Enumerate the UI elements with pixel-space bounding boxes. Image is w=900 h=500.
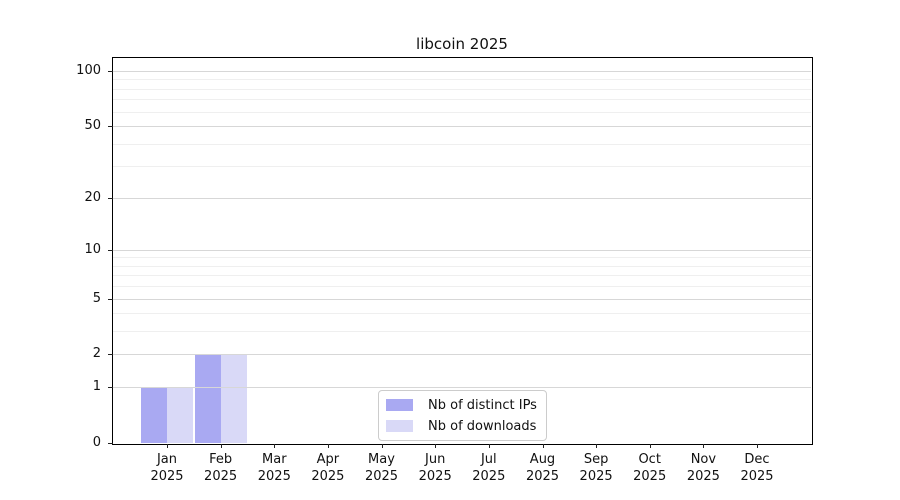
minor-gridline <box>113 166 811 168</box>
x-tick-year: 2025 <box>418 469 452 484</box>
y-tick-mark <box>108 443 113 444</box>
x-tick-year: 2025 <box>633 469 667 484</box>
major-gridline <box>113 70 811 72</box>
legend-item: Nb of downloads <box>386 417 537 435</box>
x-tick-month: Sep <box>583 452 609 467</box>
legend-label: Nb of downloads <box>428 418 537 434</box>
x-tick-label: Jan 2025 <box>137 451 197 485</box>
x-tick-mark <box>220 444 222 448</box>
major-gridline <box>113 249 811 251</box>
minor-gridline <box>113 111 811 113</box>
x-tick-mark <box>435 444 437 448</box>
x-tick-year: 2025 <box>686 469 720 484</box>
x-tick-month: May <box>368 452 395 467</box>
x-tick-label: Nov 2025 <box>673 451 733 485</box>
legend-item: Nb of distinct IPs <box>386 396 537 414</box>
y-tick-label: 50 <box>84 118 101 133</box>
x-tick-label: Sep 2025 <box>566 451 626 485</box>
y-tick-label: 5 <box>92 290 101 306</box>
x-tick-month: Oct <box>638 452 661 467</box>
y-tick-label: 20 <box>84 189 101 205</box>
x-tick-month: Jun <box>425 452 446 467</box>
x-tick-month: Dec <box>744 452 770 467</box>
y-tick-mark <box>108 70 113 72</box>
minor-gridline <box>113 79 811 81</box>
x-tick-mark <box>167 444 168 448</box>
x-tick-label: May 2025 <box>352 451 412 485</box>
minor-gridline <box>113 286 811 288</box>
x-tick-label: Mar 2025 <box>244 451 304 485</box>
x-tick-label: Feb 2025 <box>191 451 251 485</box>
x-tick-month: Aug <box>529 452 556 467</box>
x-tick-year: 2025 <box>740 469 774 484</box>
x-tick-label: Apr 2025 <box>298 451 358 485</box>
major-gridline <box>113 387 811 389</box>
bar-downloads <box>167 387 193 443</box>
major-gridline <box>113 197 811 199</box>
legend-label: Nb of distinct IPs <box>428 397 537 413</box>
x-tick-month: Apr <box>316 452 340 467</box>
y-tick-label: 1 <box>92 379 101 395</box>
y-tick-label: 0 <box>92 435 101 450</box>
x-tick-label: Aug 2025 <box>513 451 573 485</box>
x-tick-mark <box>757 444 758 448</box>
x-tick-year: 2025 <box>579 469 613 484</box>
x-tick-month: Jul <box>480 452 497 467</box>
chart-title: libcoin 2025 <box>416 35 508 53</box>
y-tick-label: 10 <box>84 241 101 257</box>
y-tick-mark <box>108 249 113 251</box>
minor-gridline <box>113 143 811 145</box>
y-tick-label: 2 <box>92 346 101 362</box>
x-tick-year: 2025 <box>257 469 291 484</box>
x-tick-label: Oct 2025 <box>620 451 680 485</box>
legend-swatch <box>386 420 413 432</box>
x-tick-month: Nov <box>690 452 717 467</box>
x-tick-mark <box>327 444 329 448</box>
x-tick-year: 2025 <box>525 469 560 484</box>
minor-gridline <box>113 88 811 90</box>
x-tick-year: 2025 <box>311 469 345 484</box>
y-tick-label: 100 <box>76 62 101 78</box>
x-tick-year: 2025 <box>472 469 506 484</box>
minor-gridline <box>113 313 811 315</box>
x-tick-mark <box>488 444 490 448</box>
x-tick-mark <box>649 444 651 448</box>
y-tick-mark <box>108 197 113 199</box>
y-tick-mark <box>108 354 113 356</box>
x-tick-mark <box>703 444 705 448</box>
minor-gridline <box>113 331 811 333</box>
minor-gridline <box>113 99 811 101</box>
minor-gridline <box>113 265 811 267</box>
major-gridline <box>113 298 811 300</box>
x-tick-month: Jan <box>156 452 178 467</box>
x-tick-mark <box>596 444 598 448</box>
y-tick-mark <box>108 126 113 127</box>
x-tick-month: Mar <box>262 452 287 467</box>
legend: Nb of distinct IPs Nb of downloads <box>378 390 547 441</box>
x-tick-month: Feb <box>209 452 233 467</box>
minor-gridline <box>113 257 811 259</box>
x-tick-mark <box>274 444 276 448</box>
legend-swatch <box>386 399 413 411</box>
y-tick-mark <box>108 298 113 300</box>
x-tick-mark <box>381 444 383 448</box>
bar-distinct-ips <box>141 387 167 443</box>
major-gridline <box>113 354 811 356</box>
x-tick-label: Dec 2025 <box>727 451 787 485</box>
y-tick-mark <box>108 387 113 389</box>
major-gridline <box>113 126 811 127</box>
x-tick-label: Jul 2025 <box>459 451 519 485</box>
x-tick-year: 2025 <box>204 469 238 484</box>
x-tick-mark <box>542 444 544 448</box>
x-tick-label: Jun 2025 <box>405 451 465 485</box>
bar-downloads <box>220 354 247 443</box>
x-tick-year: 2025 <box>364 469 399 484</box>
x-tick-year: 2025 <box>150 469 184 484</box>
minor-gridline <box>113 275 811 277</box>
bar-distinct-ips <box>194 354 221 443</box>
